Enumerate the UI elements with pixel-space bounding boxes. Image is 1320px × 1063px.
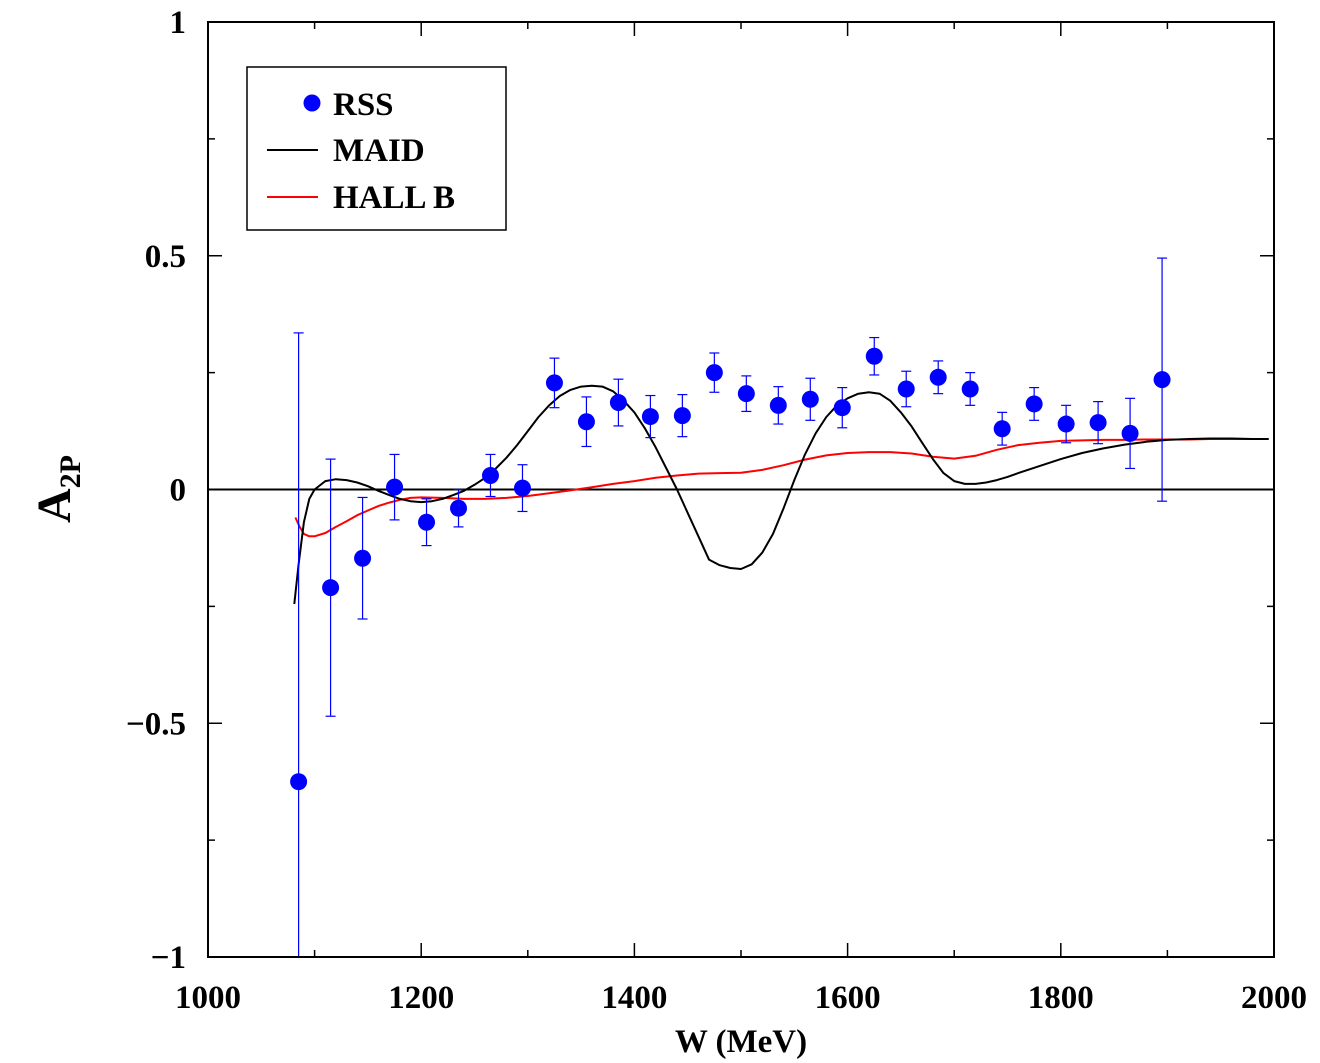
y-axis-title-main: A	[28, 488, 81, 523]
rss-point	[865, 347, 883, 365]
legend-rss-label: RSS	[333, 87, 394, 123]
x-tick-label: 1600	[815, 980, 881, 1016]
legend-box	[246, 66, 507, 231]
rss-point	[450, 499, 468, 517]
rss-point	[801, 390, 819, 408]
rss-point	[354, 549, 372, 567]
rss-point	[833, 399, 851, 417]
tick-layer: 1000 1200 1400 1600 1800 2000 −1 −0.5 0 0.5 1	[126, 5, 1307, 1016]
rss-point	[609, 394, 627, 412]
plot-layer	[208, 257, 1274, 957]
rss-point	[705, 364, 723, 382]
rss-point	[545, 374, 563, 392]
rss-point	[513, 479, 531, 497]
x-tick-label: 1400	[601, 980, 667, 1016]
legend-rss-marker	[303, 94, 321, 112]
x-tick-label: 1000	[175, 980, 241, 1016]
rss-point	[769, 396, 787, 414]
rss-point	[929, 368, 947, 386]
rss-point	[737, 385, 755, 403]
rss-point	[577, 413, 595, 431]
rss-point	[322, 579, 340, 597]
rss-point	[1121, 424, 1139, 442]
rss-point	[290, 773, 308, 791]
legend: RSS MAID HALL B	[246, 66, 507, 231]
x-tick-label: 2000	[1241, 980, 1307, 1016]
y-tick-label: 0.5	[145, 239, 186, 275]
x-tick-label: 1800	[1028, 980, 1094, 1016]
rss-point	[897, 380, 915, 398]
rss-point	[1089, 414, 1107, 432]
rss-point	[1153, 371, 1171, 389]
y-axis-title: A2P	[28, 455, 87, 523]
rss-point	[961, 380, 979, 398]
rss-point	[1057, 415, 1075, 433]
y-axis-title-subscript: 2P	[54, 455, 87, 488]
x-tick-label: 1200	[388, 980, 454, 1016]
rss-point	[993, 420, 1011, 438]
rss-point	[1025, 395, 1043, 413]
rss-point	[481, 466, 499, 484]
maid-curve	[293, 384, 1269, 605]
x-axis-title: W (MeV)	[675, 1024, 807, 1060]
hallb-curve	[294, 438, 1269, 538]
y-tick-label: −0.5	[126, 706, 186, 742]
y-tick-label: 1	[170, 5, 187, 41]
rss-point	[386, 478, 404, 496]
rss-point	[673, 407, 691, 425]
rss-point	[641, 408, 659, 426]
y-tick-label: 0	[170, 473, 187, 509]
legend-hallb-label: HALL B	[333, 180, 455, 216]
rss-point	[418, 513, 436, 531]
legend-maid-label: MAID	[333, 133, 425, 169]
y-tick-label: −1	[151, 940, 186, 976]
